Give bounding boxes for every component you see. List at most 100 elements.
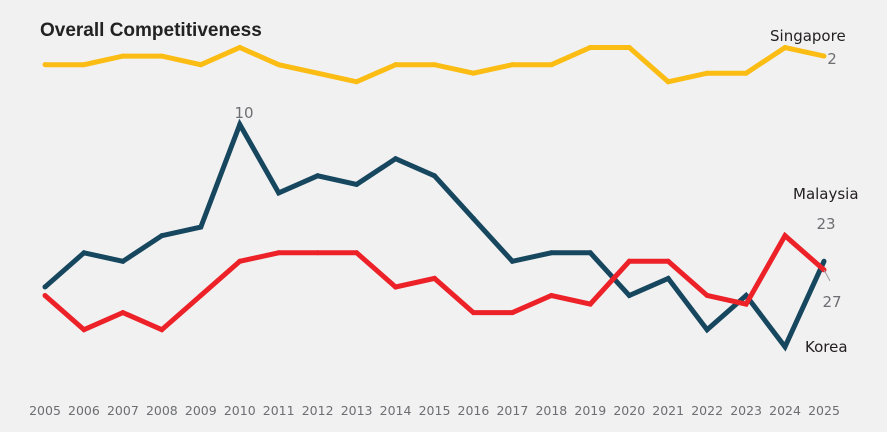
x-tick-label-2014: 2014: [380, 403, 412, 418]
data-point-singapore-2024: [782, 45, 788, 51]
x-tick-label-2019: 2019: [574, 403, 606, 418]
data-point-singapore-2010: [237, 45, 243, 51]
x-tick-label-2023: 2023: [730, 403, 762, 418]
value-label-malaysia-2025: 27: [822, 293, 841, 311]
series-layer: [42, 44, 827, 352]
data-point-malaysia-2006: [81, 327, 87, 333]
data-point-singapore-2008: [159, 53, 165, 59]
x-tick-label-2007: 2007: [107, 403, 139, 418]
data-point-malaysia-2010: [237, 258, 243, 264]
data-point-korea-2007: [120, 258, 126, 264]
value-label-korea-2025: 23: [816, 215, 835, 233]
data-point-malaysia-2008: [159, 327, 165, 333]
x-tick-label-2010: 2010: [224, 403, 256, 418]
data-point-singapore-2021: [665, 79, 671, 85]
x-tick-label-2008: 2008: [146, 403, 178, 418]
x-tick-label-2013: 2013: [341, 403, 373, 418]
data-point-korea-2010: [237, 122, 243, 127]
data-point-malaysia-2019: [587, 301, 593, 307]
series-singapore: [42, 44, 827, 85]
value-label-singapore-2025: 2: [827, 50, 837, 68]
data-point-malaysia-2016: [470, 310, 476, 316]
data-point-korea-2016: [470, 216, 476, 222]
series-line-malaysia: [43, 231, 826, 333]
x-tick-label-2016: 2016: [458, 403, 490, 418]
x-tick-label-2011: 2011: [263, 403, 295, 418]
data-point-korea-2008: [159, 233, 165, 239]
data-point-malaysia-2021: [665, 258, 671, 264]
data-point-korea-2022: [704, 327, 710, 333]
x-tick-label-2012: 2012: [302, 403, 334, 418]
x-tick-label-2009: 2009: [185, 403, 217, 418]
data-point-korea-2017: [509, 258, 515, 264]
data-point-korea-2009: [198, 224, 204, 230]
data-point-singapore-2020: [626, 45, 632, 51]
data-point-singapore-2022: [704, 70, 710, 76]
x-tick-label-2024: 2024: [769, 403, 801, 418]
x-tick-label-2022: 2022: [691, 403, 723, 418]
x-tick-label-2018: 2018: [535, 403, 567, 418]
data-point-korea-2018: [548, 250, 554, 256]
data-point-korea-2012: [315, 173, 321, 179]
data-point-singapore-2006: [81, 62, 87, 68]
data-point-singapore-2014: [393, 62, 399, 68]
data-point-singapore-2023: [743, 70, 749, 76]
data-point-korea-2019: [587, 250, 593, 256]
data-point-malaysia-2011: [276, 250, 282, 256]
x-tick-label-2006: 2006: [68, 403, 100, 418]
data-point-malaysia-2022: [704, 293, 710, 298]
x-tick-label-2021: 2021: [652, 403, 684, 418]
data-point-korea-2025: [821, 258, 827, 264]
data-point-singapore-2011: [276, 62, 282, 68]
data-point-singapore-2015: [432, 62, 437, 68]
x-tick-label-2017: 2017: [496, 403, 528, 418]
series-label-singapore: Singapore: [770, 27, 846, 45]
line-chart: Overall Competitiveness Singapore Malaysi…: [29, 20, 858, 418]
data-point-korea-2011: [276, 190, 282, 196]
data-point-malaysia-2020: [626, 258, 632, 264]
data-point-malaysia-2024: [782, 233, 788, 239]
data-point-singapore-2013: [354, 79, 360, 85]
x-tick-label-2025: 2025: [808, 403, 840, 418]
data-point-singapore-2007: [120, 53, 126, 59]
data-point-singapore-2018: [548, 62, 554, 68]
data-point-malaysia-2015: [432, 275, 437, 281]
data-point-singapore-2019: [587, 45, 593, 51]
data-point-singapore-2017: [509, 62, 515, 68]
data-point-korea-2020: [626, 293, 632, 298]
x-axis: 2005 2006 2007 2008 2009 2010 2011 2012 2013 2014…: [29, 403, 840, 418]
data-point-korea-2005: [42, 284, 48, 290]
data-point-malaysia-2017: [509, 310, 515, 316]
data-point-malaysia-2023: [743, 301, 749, 307]
chart-title: Overall Competitiveness: [40, 20, 262, 41]
data-point-malaysia-2005: [42, 293, 48, 298]
x-tick-label-2005: 2005: [29, 403, 61, 418]
x-tick-label-2020: 2020: [613, 403, 645, 418]
data-point-malaysia-2018: [548, 293, 554, 298]
data-point-korea-2015: [432, 173, 437, 179]
data-point-malaysia-2007: [120, 310, 126, 316]
series-korea: [42, 118, 827, 352]
data-point-korea-2014: [393, 156, 399, 162]
data-point-malaysia-2014: [393, 284, 399, 290]
data-point-malaysia-2012: [315, 250, 321, 256]
data-point-singapore-2005: [42, 62, 48, 68]
data-point-korea-2013: [354, 181, 360, 187]
data-point-korea-2023: [743, 293, 749, 298]
data-point-singapore-2025: [821, 53, 827, 59]
leader-line-malaysia-2025: [823, 269, 831, 282]
data-point-korea-2021: [665, 275, 671, 281]
data-point-korea-2006: [81, 250, 87, 256]
data-point-malaysia-2013: [354, 250, 360, 256]
label-layer: Singapore Malaysia Korea 2 10 27 23: [234, 27, 858, 356]
series-malaysia: [42, 231, 827, 333]
data-point-malaysia-2009: [198, 293, 204, 298]
series-label-malaysia: Malaysia: [793, 185, 859, 203]
data-point-singapore-2009: [198, 62, 204, 68]
data-point-singapore-2012: [315, 70, 321, 76]
chart-panel: Overall Competitiveness Singapore Malaysi…: [0, 0, 887, 432]
x-tick-label-2015: 2015: [419, 403, 451, 418]
value-label-korea-2010: 10: [234, 104, 253, 122]
series-label-korea: Korea: [805, 338, 848, 356]
data-point-singapore-2016: [470, 70, 476, 76]
